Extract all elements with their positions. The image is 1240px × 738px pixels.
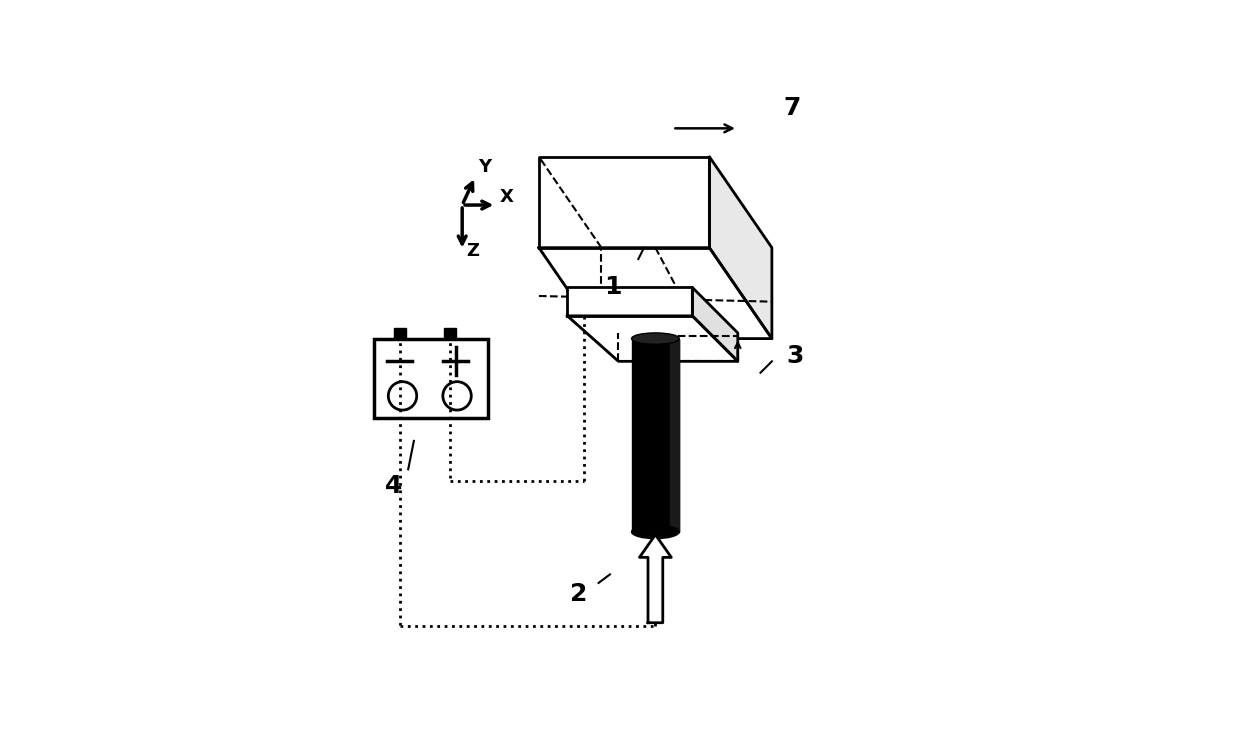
Polygon shape: [568, 316, 738, 362]
Polygon shape: [631, 339, 680, 532]
Text: 2: 2: [570, 582, 588, 607]
Polygon shape: [568, 287, 692, 316]
Polygon shape: [539, 156, 709, 248]
Text: X: X: [500, 188, 513, 206]
Polygon shape: [670, 339, 680, 532]
Polygon shape: [539, 248, 771, 339]
Ellipse shape: [631, 333, 680, 344]
Text: Z: Z: [466, 242, 480, 261]
Polygon shape: [709, 156, 771, 339]
Text: 3: 3: [786, 344, 804, 368]
Polygon shape: [640, 534, 671, 623]
Text: 4: 4: [386, 475, 403, 498]
Bar: [374, 339, 487, 418]
Text: 1: 1: [604, 275, 621, 300]
Bar: [394, 328, 407, 339]
Bar: [444, 328, 456, 339]
Polygon shape: [692, 287, 738, 362]
Text: 7: 7: [784, 97, 801, 120]
Ellipse shape: [631, 525, 680, 539]
Text: Y: Y: [479, 158, 491, 176]
